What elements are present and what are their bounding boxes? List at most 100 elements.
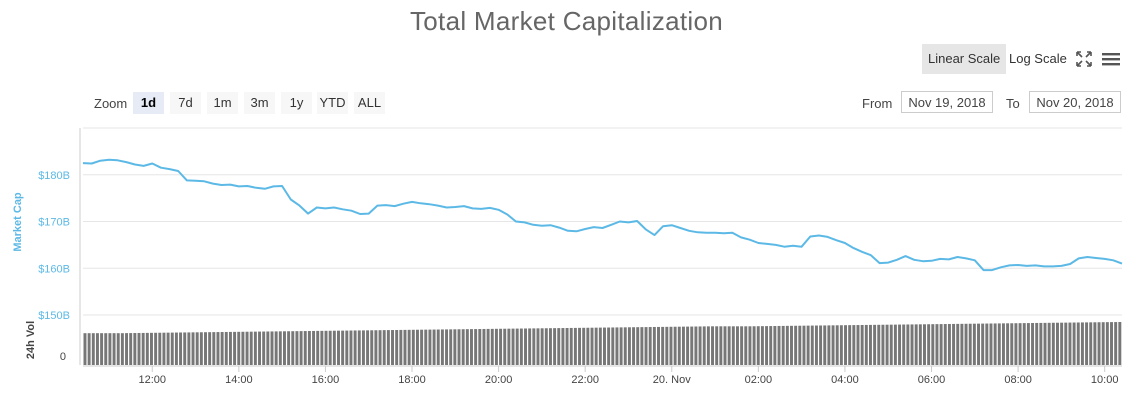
volume-bar	[212, 332, 216, 365]
volume-bar	[141, 332, 145, 365]
volume-bar	[424, 329, 428, 365]
zoom-ytd-button[interactable]: YTD	[317, 92, 348, 114]
volume-y-tick-label: 0	[60, 351, 66, 363]
volume-bar	[790, 325, 793, 365]
from-date-input[interactable]: Nov 19, 2018	[901, 91, 993, 113]
volume-bar	[839, 325, 843, 365]
volume-bar	[935, 324, 939, 365]
volume-bar	[619, 327, 623, 365]
volume-bar	[478, 329, 482, 365]
volume-bar	[848, 325, 852, 365]
x-tick-label: 22:00	[571, 374, 599, 386]
volume-bar	[266, 331, 270, 365]
volume-bar	[386, 330, 390, 365]
volume-bar	[785, 325, 789, 365]
zoom-7d-button[interactable]: 7d	[170, 92, 201, 114]
volume-bar	[1035, 322, 1039, 365]
volume-bar	[706, 326, 710, 365]
volume-bar	[457, 329, 461, 365]
volume-bar	[760, 326, 764, 365]
volume-bar	[112, 333, 116, 365]
volume-bar	[931, 324, 935, 365]
to-label: To	[1006, 96, 1020, 111]
volume-bar	[524, 328, 527, 365]
volume-bar	[831, 325, 835, 365]
volume-bar	[337, 330, 340, 365]
volume-bar	[370, 330, 374, 365]
volume-bar	[91, 333, 95, 365]
volume-bar	[989, 323, 993, 365]
volume-bar	[573, 327, 577, 365]
volume-bar	[906, 324, 910, 365]
volume-bar	[490, 328, 494, 365]
volume-bar	[461, 329, 465, 365]
volume-bar	[981, 323, 985, 365]
volume-bar	[204, 332, 207, 365]
volume-bar	[544, 328, 548, 365]
volume-bar	[582, 327, 586, 365]
zoom-1y-button[interactable]: 1y	[281, 92, 312, 114]
x-tick-label: 02:00	[745, 374, 773, 386]
volume-bar	[719, 326, 723, 365]
volume-bar	[349, 330, 353, 365]
volume-bar	[445, 329, 449, 365]
x-tick-label: 20:00	[485, 374, 513, 386]
volume-bar	[823, 325, 827, 365]
volume-bar	[1072, 322, 1076, 365]
log-scale-button[interactable]: Log Scale	[1009, 51, 1067, 66]
volume-bar	[407, 329, 411, 365]
volume-bar	[270, 331, 274, 365]
x-tick-label: 04:00	[831, 374, 859, 386]
volume-bar	[166, 332, 170, 365]
volume-bar	[515, 328, 519, 365]
y-tick-label: $150B	[38, 310, 70, 322]
volume-bar	[399, 329, 403, 365]
volume-bar	[781, 325, 785, 365]
to-date-input[interactable]: Nov 20, 2018	[1029, 91, 1121, 113]
volume-bar	[627, 327, 631, 365]
volume-bar	[1056, 322, 1059, 365]
y-tick-label: $180B	[38, 170, 70, 182]
volume-bar	[889, 324, 893, 365]
volume-bar	[183, 332, 187, 365]
volume-bar	[590, 327, 594, 365]
volume-bar	[923, 324, 926, 365]
linear-scale-button[interactable]: Linear Scale	[922, 44, 1007, 74]
volume-bar	[133, 333, 137, 365]
x-tick-label: 12:00	[139, 374, 167, 386]
volume-bar	[129, 333, 133, 365]
zoom-1m-button[interactable]: 1m	[207, 92, 238, 114]
volume-bar	[1085, 322, 1089, 365]
volume-bar	[1076, 322, 1080, 365]
volume-bar	[220, 332, 224, 365]
volume-bar	[1026, 323, 1030, 365]
volume-bar	[428, 329, 432, 365]
zoom-label: Zoom	[94, 96, 128, 111]
volume-bar	[968, 323, 972, 365]
fullscreen-icon[interactable]	[1073, 48, 1095, 70]
volume-bar	[598, 327, 602, 365]
volume-bar	[357, 330, 361, 365]
volume-bar	[661, 326, 665, 365]
hamburger-menu-icon[interactable]	[1100, 48, 1122, 70]
volume-bar	[378, 330, 382, 365]
volume-bar	[652, 326, 656, 365]
zoom-all-button[interactable]: ALL	[354, 92, 385, 114]
volume-bar	[195, 332, 199, 365]
volume-bar	[499, 328, 503, 365]
zoom-1d-button[interactable]: 1d	[133, 92, 164, 114]
volume-bar	[519, 328, 523, 365]
volume-bar	[852, 325, 856, 365]
x-tick-label: 06:00	[918, 374, 946, 386]
volume-bar	[665, 326, 669, 365]
volume-bar	[149, 332, 153, 365]
volume-bar	[83, 333, 87, 365]
y-tick-label: $160B	[38, 263, 70, 275]
volume-bar	[632, 327, 636, 365]
volume-bar	[898, 324, 902, 365]
volume-bar	[432, 329, 436, 365]
y-tick-label: $170B	[38, 217, 70, 229]
zoom-3m-button[interactable]: 3m	[244, 92, 275, 114]
volume-bar	[208, 332, 212, 365]
volume-bar	[856, 325, 860, 365]
